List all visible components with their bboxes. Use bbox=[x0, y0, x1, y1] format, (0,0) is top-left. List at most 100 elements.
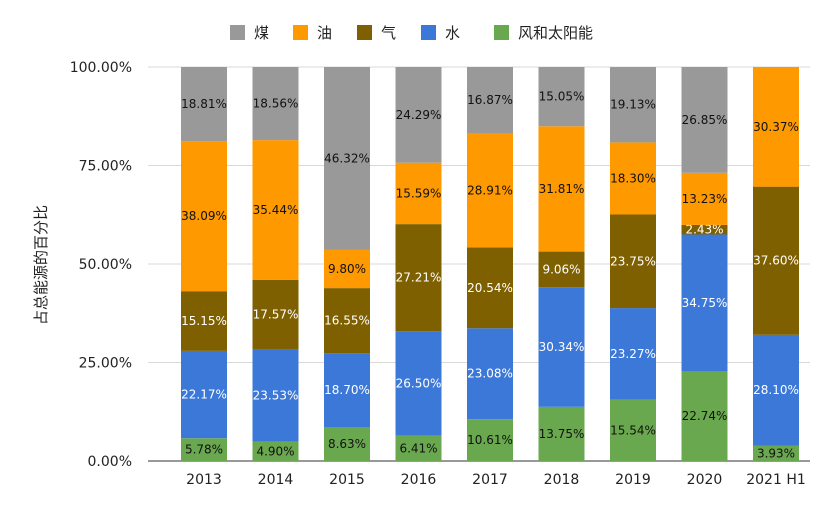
data-label: 18.56% bbox=[253, 97, 299, 111]
data-label: 46.32% bbox=[324, 151, 370, 165]
bar-segment bbox=[538, 67, 585, 127]
data-label: 10.61% bbox=[467, 433, 513, 447]
bar-segment bbox=[753, 67, 799, 187]
data-label: 38.09% bbox=[181, 209, 227, 223]
bar-segment bbox=[181, 438, 227, 461]
y-axis-label: 占总能源的百分比 bbox=[32, 205, 50, 325]
bar-segment bbox=[324, 67, 370, 250]
bar-segment bbox=[753, 186, 799, 335]
data-label: 19.13% bbox=[610, 98, 656, 112]
data-label: 5.78% bbox=[185, 443, 223, 457]
data-label: 6.41% bbox=[399, 441, 437, 455]
bar-segment bbox=[467, 247, 513, 329]
y-axis-ticks: 0.00% 25.00% 50.00% 75.00% 100.00% bbox=[70, 60, 132, 470]
legend-label: 风和太阳能 bbox=[518, 24, 593, 42]
y-tick-label: 25.00% bbox=[79, 356, 132, 372]
bar-segment bbox=[252, 67, 299, 141]
y-tick-label: 100.00% bbox=[70, 60, 132, 76]
bar-segment bbox=[181, 291, 227, 351]
data-label: 31.81% bbox=[539, 182, 585, 196]
x-tick-label: 2018 bbox=[544, 472, 580, 488]
y-tick-label: 50.00% bbox=[79, 257, 132, 273]
bar-segment bbox=[467, 419, 513, 461]
data-label: 9.80% bbox=[328, 262, 366, 276]
data-label: 15.59% bbox=[396, 186, 442, 200]
bar-segment bbox=[395, 331, 442, 436]
bar-segment bbox=[610, 142, 656, 215]
x-axis-ticks: 2013 2014 2015 2016 2017 2018 2019 2020 2021 H1 bbox=[186, 472, 806, 488]
bar-segment bbox=[252, 140, 299, 280]
legend-swatch bbox=[494, 25, 509, 40]
legend-item: 煤 bbox=[230, 24, 269, 42]
bar-segment bbox=[610, 67, 656, 143]
data-label: 15.05% bbox=[539, 90, 585, 104]
data-label: 26.85% bbox=[682, 113, 728, 127]
legend-label: 水 bbox=[445, 24, 460, 42]
data-label: 28.10% bbox=[753, 383, 799, 397]
bar-segment bbox=[681, 67, 728, 173]
bar-segment bbox=[467, 328, 513, 420]
data-label: 27.21% bbox=[396, 271, 442, 285]
data-label: 24.29% bbox=[396, 108, 442, 122]
bars: 5.78% 22.17% 15.15% 38.09% 18.81% 4.90% 23.53%… bbox=[181, 67, 799, 461]
legend-swatch bbox=[293, 25, 308, 40]
data-label: 30.37% bbox=[753, 120, 799, 134]
legend: 煤 油 气 水 风和太阳能 bbox=[230, 24, 593, 42]
bar-segment bbox=[610, 214, 656, 309]
legend-item: 水 bbox=[421, 24, 460, 42]
x-tick-label: 2019 bbox=[615, 472, 651, 488]
bar-segment bbox=[681, 371, 728, 461]
legend-label: 油 bbox=[317, 24, 332, 42]
bar-segment bbox=[753, 445, 799, 461]
data-label: 15.54% bbox=[610, 423, 656, 437]
x-tick-label: 2013 bbox=[186, 472, 222, 488]
bar-segment bbox=[395, 224, 442, 332]
legend-item: 油 bbox=[293, 24, 332, 42]
x-tick-label: 2015 bbox=[329, 472, 365, 488]
bar-segment bbox=[538, 126, 585, 252]
legend-swatch bbox=[357, 25, 372, 40]
bar-segment bbox=[181, 67, 227, 142]
data-label: 3.93% bbox=[757, 446, 795, 460]
bar-segment bbox=[324, 288, 370, 354]
data-label: 18.30% bbox=[610, 171, 656, 185]
x-tick-label: 2021 H1 bbox=[746, 472, 806, 488]
data-label: 28.91% bbox=[467, 183, 513, 197]
legend-item: 风和太阳能 bbox=[494, 24, 593, 42]
legend-swatch bbox=[421, 25, 436, 40]
data-label: 23.08% bbox=[467, 367, 513, 381]
bar-segment bbox=[681, 224, 728, 235]
bar-segment bbox=[538, 406, 585, 461]
bar-segment bbox=[395, 162, 442, 225]
data-label: 26.50% bbox=[396, 377, 442, 391]
bar-segment bbox=[181, 141, 227, 292]
data-label: 30.34% bbox=[539, 340, 585, 354]
data-label: 8.63% bbox=[328, 437, 366, 451]
bar-segment bbox=[538, 251, 585, 288]
data-label: 23.75% bbox=[610, 254, 656, 268]
bar-segment bbox=[681, 172, 728, 225]
bar-segment bbox=[395, 435, 442, 461]
bar-segment bbox=[467, 67, 513, 134]
data-label: 13.75% bbox=[539, 427, 585, 441]
bar-segment bbox=[252, 348, 299, 442]
x-tick-label: 2017 bbox=[472, 472, 508, 488]
data-label: 4.90% bbox=[256, 444, 294, 458]
data-label: 18.70% bbox=[324, 383, 370, 397]
data-label: 18.81% bbox=[181, 97, 227, 111]
bar-segment bbox=[252, 441, 299, 461]
data-label: 22.17% bbox=[181, 388, 227, 402]
data-label: 23.53% bbox=[253, 388, 299, 402]
data-label: 35.44% bbox=[253, 203, 299, 217]
legend-label: 气 bbox=[381, 24, 396, 42]
legend-label: 煤 bbox=[254, 24, 269, 42]
bar-segment bbox=[395, 67, 442, 163]
legend-swatch bbox=[230, 25, 245, 40]
bar-segment bbox=[538, 287, 585, 407]
data-label: 13.23% bbox=[682, 192, 728, 206]
bar-segment bbox=[681, 234, 728, 372]
bar-segment bbox=[610, 308, 656, 400]
data-label: 34.75% bbox=[682, 296, 728, 310]
bar-segment bbox=[181, 350, 227, 439]
